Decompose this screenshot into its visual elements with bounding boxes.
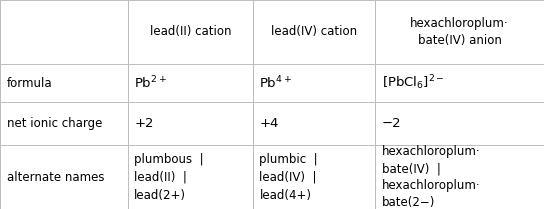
- Text: lead(IV) cation: lead(IV) cation: [271, 25, 357, 38]
- Text: hexachloroplum·
bate(IV) anion: hexachloroplum· bate(IV) anion: [410, 17, 509, 47]
- Text: plumbic  |
lead(IV)  |
lead(4+): plumbic | lead(IV) | lead(4+): [259, 153, 318, 202]
- Text: [PbCl$_6$]$^{2-}$: [PbCl$_6$]$^{2-}$: [382, 74, 444, 92]
- Text: hexachloroplum·
bate(IV)  |
hexachloroplum·
bate(2−): hexachloroplum· bate(IV) | hexachloroplu…: [382, 145, 480, 209]
- Text: net ionic charge: net ionic charge: [7, 117, 102, 130]
- Text: lead(II) cation: lead(II) cation: [150, 25, 231, 38]
- Text: Pb$^{2+}$: Pb$^{2+}$: [134, 75, 168, 91]
- Text: plumbous  |
lead(II)  |
lead(2+): plumbous | lead(II) | lead(2+): [134, 153, 204, 202]
- Text: formula: formula: [7, 76, 52, 90]
- Text: +2: +2: [134, 117, 154, 130]
- Text: +4: +4: [259, 117, 279, 130]
- Text: −2: −2: [382, 117, 401, 130]
- Text: Pb$^{4+}$: Pb$^{4+}$: [259, 75, 293, 91]
- Text: alternate names: alternate names: [7, 171, 104, 184]
